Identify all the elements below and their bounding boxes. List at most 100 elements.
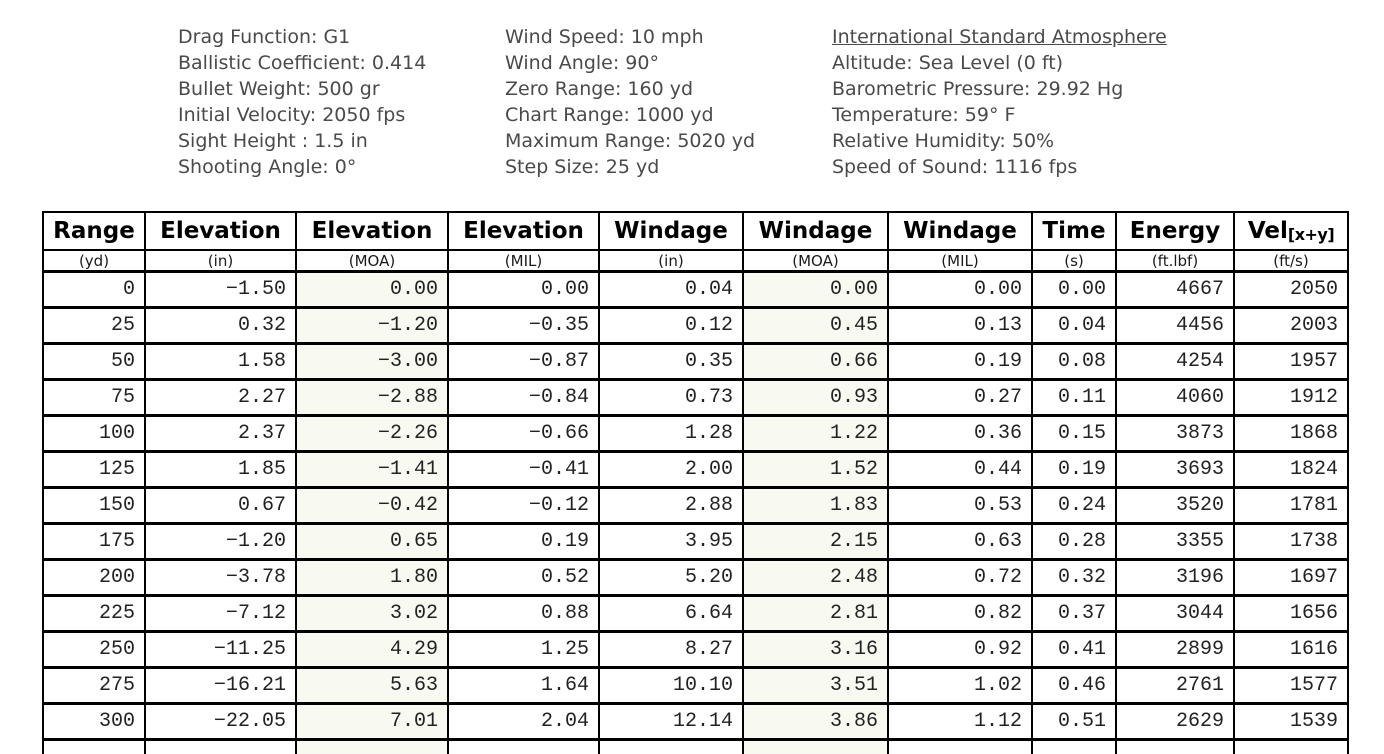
table-cell: −11.25 xyxy=(144,630,297,669)
table-cell: 0.51 xyxy=(1031,702,1117,741)
table-cell: 0.00 xyxy=(887,270,1033,309)
table-cell: −1.41 xyxy=(295,450,449,489)
table-cell: 25 xyxy=(42,306,146,345)
table-cell: 1616 xyxy=(1233,630,1349,669)
table-cell: 75 xyxy=(42,378,146,417)
table-cell: 0.66 xyxy=(742,342,889,381)
table-cell: 0.88 xyxy=(447,594,600,633)
header-title-row: Range Elevation Elevation Elevation Windage W… xyxy=(42,211,1349,251)
table-row: 175 −1.20 0.65 0.19 3.95 2.15 0.63 0.28 3355 1738 xyxy=(42,522,1349,561)
table-cell: 1.64 xyxy=(447,666,600,705)
table-cell: 1.85 xyxy=(144,450,297,489)
table-cell: −22.05 xyxy=(144,702,297,741)
table-row: 300 −22.05 7.01 2.04 12.14 3.86 1.12 0.51 2629 15… xyxy=(42,702,1349,741)
table-cell: 1.80 xyxy=(295,558,449,597)
table-cell: 3.95 xyxy=(598,522,744,561)
table-cell: 3.51 xyxy=(742,666,889,705)
table-cell: 0.13 xyxy=(887,306,1033,345)
table-cell: 5.20 xyxy=(598,558,744,597)
table-row xyxy=(42,738,1349,754)
table-cell: −0.35 xyxy=(447,306,600,345)
table-cell: −1.50 xyxy=(144,270,297,309)
column-header-range: Range xyxy=(42,211,146,251)
table-cell: 3.02 xyxy=(295,594,449,633)
table-cell: −0.41 xyxy=(447,450,600,489)
table-cell xyxy=(742,738,889,754)
table-row: 75 2.27 −2.88 −0.84 0.73 0.93 0.27 0.11 4060 1912 xyxy=(42,378,1349,417)
table-row: 250 −11.25 4.29 1.25 8.27 3.16 0.92 0.41 2899 161… xyxy=(42,630,1349,669)
table-cell: 0.41 xyxy=(1031,630,1117,669)
table-cell: 3693 xyxy=(1115,450,1235,489)
table-cell: 1912 xyxy=(1233,378,1349,417)
table-cell: 0.63 xyxy=(887,522,1033,561)
table-cell: −0.12 xyxy=(447,486,600,525)
table-cell: 0.32 xyxy=(144,306,297,345)
table-cell: 1738 xyxy=(1233,522,1349,561)
table-cell: 3873 xyxy=(1115,414,1235,453)
table-cell: 2.00 xyxy=(598,450,744,489)
info-line: Wind Angle: 90° xyxy=(505,52,659,74)
column-unit: (MIL) xyxy=(887,249,1033,273)
table-cell: 3520 xyxy=(1115,486,1235,525)
column-unit: (ft.lbf) xyxy=(1115,249,1235,273)
table-cell: 1.28 xyxy=(598,414,744,453)
column-unit: (MOA) xyxy=(295,249,449,273)
table-cell: 0.53 xyxy=(887,486,1033,525)
table-cell: 1697 xyxy=(1233,558,1349,597)
table-cell: 2629 xyxy=(1115,702,1235,741)
table-cell: 175 xyxy=(42,522,146,561)
column-header-time: Time xyxy=(1031,211,1117,251)
table-cell: 5.63 xyxy=(295,666,449,705)
table-row: 0 −1.50 0.00 0.00 0.04 0.00 0.00 0.00 4667 2050 xyxy=(42,270,1349,309)
column-header-subscript: [x+y] xyxy=(1287,225,1335,244)
table-cell: 0.52 xyxy=(447,558,600,597)
table-row: 100 2.37 −2.26 −0.66 1.28 1.22 0.36 0.15 3873 186… xyxy=(42,414,1349,453)
table-cell: 1.22 xyxy=(742,414,889,453)
table-cell: 0.72 xyxy=(887,558,1033,597)
table-cell: 0.82 xyxy=(887,594,1033,633)
table-cell: 0.19 xyxy=(887,342,1033,381)
table-cell xyxy=(1115,738,1235,754)
info-line: Initial Velocity: 2050 fps xyxy=(178,104,406,126)
table-cell: 0.27 xyxy=(887,378,1033,417)
table-cell: −1.20 xyxy=(144,522,297,561)
info-line: Maximum Range: 5020 yd xyxy=(505,130,756,152)
table-cell xyxy=(1031,738,1117,754)
table-cell: 0.19 xyxy=(1031,450,1117,489)
column-unit: (yd) xyxy=(42,249,146,273)
table-row: 50 1.58 −3.00 −0.87 0.35 0.66 0.19 0.08 4254 1957 xyxy=(42,342,1349,381)
column-header-energy: Energy xyxy=(1115,211,1235,251)
wind-range-parameters: Wind Speed: 10 mph Wind Angle: 90° Zero Ra… xyxy=(505,24,832,180)
table-cell: 1.83 xyxy=(742,486,889,525)
table-cell: 1577 xyxy=(1233,666,1349,705)
info-line: Altitude: Sea Level (0 ft) xyxy=(832,52,1064,74)
atmosphere-parameters: International Standard Atmosphere Altitu… xyxy=(832,24,1167,180)
table-cell: 2.88 xyxy=(598,486,744,525)
table-cell: −1.20 xyxy=(295,306,449,345)
column-header-elevation: Elevation xyxy=(144,211,297,251)
table-cell: 300 xyxy=(42,702,146,741)
table-cell: 0.28 xyxy=(1031,522,1117,561)
info-line: Chart Range: 1000 yd xyxy=(505,104,714,126)
projectile-parameters: Drag Function: G1 Ballistic Coefficient: … xyxy=(178,24,505,180)
table-cell: 3355 xyxy=(1115,522,1235,561)
table-cell: 0.65 xyxy=(295,522,449,561)
table-cell: 2.81 xyxy=(742,594,889,633)
info-line: Temperature: 59° F xyxy=(832,104,1016,126)
table-cell: 4254 xyxy=(1115,342,1235,381)
table-cell: 1539 xyxy=(1233,702,1349,741)
table-cell: 0.37 xyxy=(1031,594,1117,633)
table-cell: 0.24 xyxy=(1031,486,1117,525)
table-cell: 2.04 xyxy=(447,702,600,741)
column-unit: (ft/s) xyxy=(1233,249,1349,273)
table-cell: 0.00 xyxy=(1031,270,1117,309)
info-line: Barometric Pressure: 29.92 Hg xyxy=(832,78,1124,100)
table-cell: 2.15 xyxy=(742,522,889,561)
table-cell: 0.15 xyxy=(1031,414,1117,453)
table-cell: −2.26 xyxy=(295,414,449,453)
table-cell: 1.02 xyxy=(887,666,1033,705)
info-line: Bullet Weight: 500 gr xyxy=(178,78,380,100)
table-cell: −16.21 xyxy=(144,666,297,705)
table-cell: 3196 xyxy=(1115,558,1235,597)
column-unit: (s) xyxy=(1031,249,1117,273)
